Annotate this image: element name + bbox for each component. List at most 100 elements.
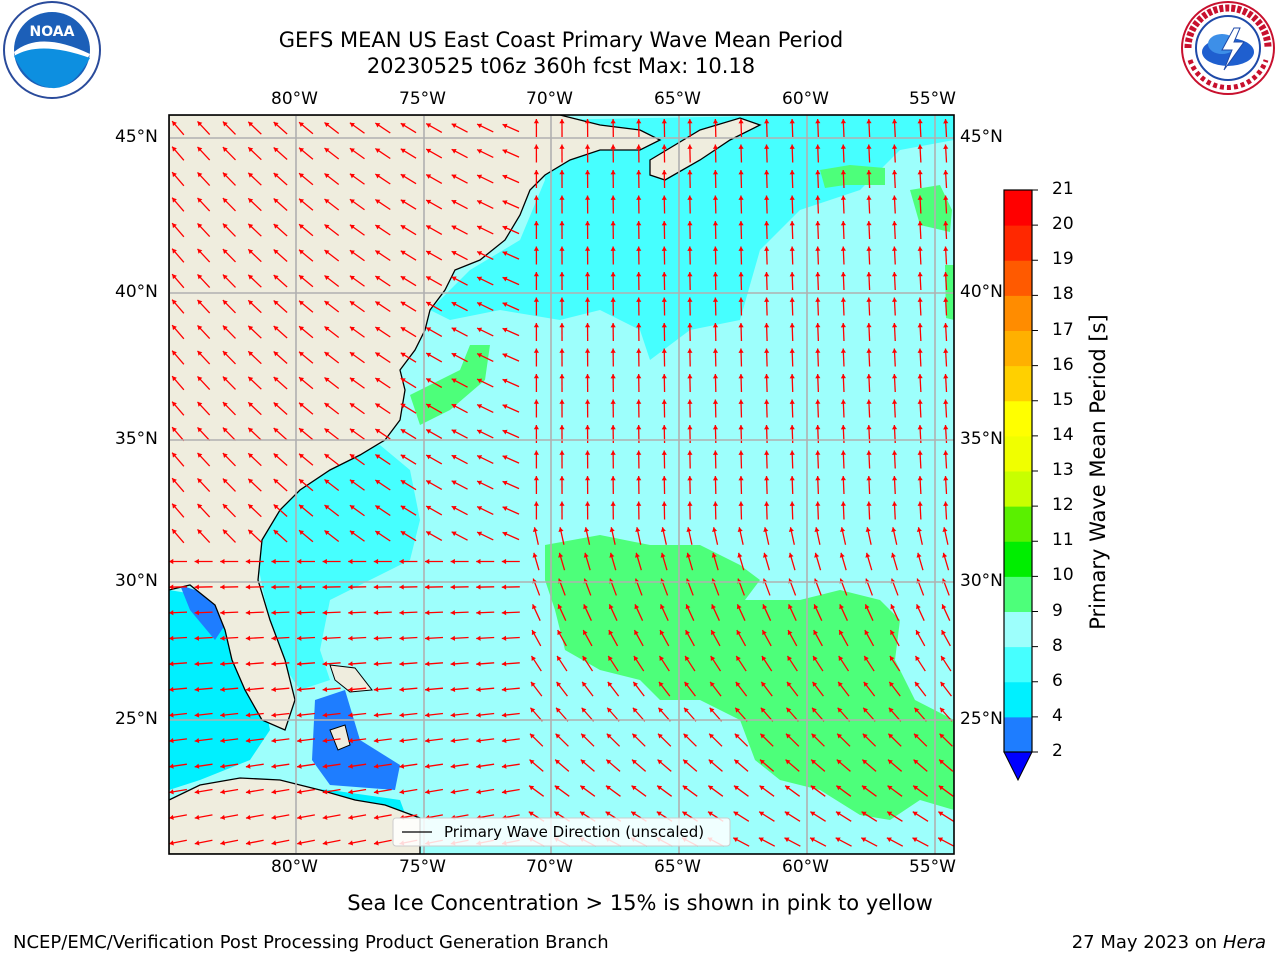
lon-label-bottom-80w: 80°W bbox=[271, 857, 318, 877]
wave-arrow-head bbox=[861, 811, 867, 817]
wave-arrow-head bbox=[375, 454, 381, 460]
wave-arrow-head bbox=[763, 527, 769, 532]
wave-arrow-head bbox=[271, 712, 276, 718]
wave-arrow-head bbox=[815, 246, 821, 251]
wave-arrow-head bbox=[501, 584, 507, 590]
wave-arrow-head bbox=[840, 323, 846, 328]
wave-arrow-head bbox=[222, 478, 228, 484]
wave-arrow-head bbox=[425, 610, 430, 616]
noaa-logo-icon: NOAA bbox=[3, 1, 101, 99]
wave-arrow-head bbox=[634, 630, 639, 636]
wave-arrow-head bbox=[426, 454, 432, 460]
wave-arrow-head bbox=[657, 785, 663, 791]
wave-arrow-head bbox=[636, 272, 642, 277]
wave-arrow-head bbox=[220, 738, 225, 744]
wave-arrow-head bbox=[425, 738, 430, 744]
wave-arrow-head bbox=[636, 425, 642, 430]
wave-arrow-head bbox=[584, 323, 591, 328]
wave-arrow-head bbox=[299, 428, 305, 433]
wave-arrow-head bbox=[941, 630, 946, 636]
wave-arrow-head bbox=[476, 763, 481, 769]
colorbar-tick-label: 15 bbox=[1052, 389, 1074, 410]
wave-arrow-head bbox=[661, 246, 667, 251]
wave-arrow-head bbox=[631, 759, 637, 765]
wave-arrow-head bbox=[761, 655, 767, 661]
wave-arrow-head bbox=[941, 604, 947, 610]
wave-arrow-head bbox=[866, 323, 872, 328]
wave-arrow-head bbox=[712, 170, 719, 175]
land-cuba bbox=[169, 777, 421, 854]
wave-arrow-head bbox=[400, 480, 406, 485]
colorbar-tick-label: 16 bbox=[1052, 354, 1074, 375]
wave-arrow-head bbox=[273, 402, 279, 408]
wave-arrow-head bbox=[760, 707, 766, 713]
wave-arrow-head bbox=[912, 811, 918, 817]
wave-arrow-head bbox=[399, 635, 404, 641]
wave-arrow-head bbox=[657, 759, 663, 765]
wave-arrow-head bbox=[555, 733, 561, 739]
colorbar-tick-label: 13 bbox=[1052, 460, 1074, 480]
wave-arrow-head bbox=[943, 399, 949, 404]
wave-arrow-head bbox=[373, 635, 379, 641]
wave-arrow-head bbox=[222, 427, 228, 433]
wave-arrow-head bbox=[789, 348, 795, 353]
wave-arrow-head bbox=[324, 505, 330, 510]
wave-arrow-head bbox=[862, 759, 868, 765]
wave-arrow-head bbox=[273, 300, 279, 306]
wave-arrow-head bbox=[708, 785, 714, 791]
wave-arrow-head bbox=[838, 681, 843, 687]
wave-arrow-head bbox=[426, 378, 432, 383]
wave-arrow-head bbox=[708, 759, 714, 765]
wave-arrow-head bbox=[866, 374, 872, 379]
wave-arrow-head bbox=[738, 170, 744, 175]
wave-arrow-head bbox=[502, 531, 508, 537]
wave-arrow-head bbox=[760, 733, 766, 739]
wave-arrow-head bbox=[887, 785, 893, 791]
wave-arrow-head bbox=[584, 527, 590, 532]
lon-label-top-60w: 60°W bbox=[782, 89, 829, 109]
wave-arrow-head bbox=[349, 505, 355, 510]
wave-arrow-head bbox=[399, 712, 404, 718]
wave-arrow-head bbox=[938, 811, 944, 817]
wave-arrow-head bbox=[297, 610, 302, 616]
wave-arrow-head bbox=[273, 530, 279, 535]
wave-arrow-head bbox=[169, 686, 174, 693]
wave-arrow-head bbox=[297, 814, 302, 820]
wave-arrow-head bbox=[584, 297, 591, 302]
wave-arrow-head bbox=[172, 529, 177, 535]
wave-arrow-head bbox=[273, 198, 279, 204]
wave-arrow-head bbox=[610, 119, 616, 124]
wave-arrow-head bbox=[610, 450, 616, 455]
wave-arrow-head bbox=[502, 506, 508, 511]
wave-arrow-head bbox=[400, 199, 406, 205]
wave-arrow-head bbox=[583, 552, 589, 558]
wave-arrow-head bbox=[736, 630, 742, 636]
wave-arrow-head bbox=[299, 300, 305, 306]
lon-label-bottom-65w: 65°W bbox=[654, 857, 701, 877]
wave-arrow-head bbox=[559, 144, 565, 149]
wave-arrow-head bbox=[888, 707, 894, 713]
wave-arrow-head bbox=[584, 476, 591, 481]
wave-arrow-head bbox=[789, 501, 795, 506]
wave-arrow-head bbox=[220, 763, 225, 769]
wave-arrow-head bbox=[610, 170, 616, 175]
wave-arrow-head bbox=[450, 635, 456, 641]
wave-arrow-head bbox=[528, 811, 534, 817]
wave-arrow-head bbox=[425, 635, 430, 641]
wave-arrow-head bbox=[685, 630, 690, 636]
wave-arrow-head bbox=[891, 144, 898, 149]
wave-arrow-head bbox=[400, 327, 406, 332]
wave-arrow-head bbox=[917, 221, 923, 226]
wave-arrow-head bbox=[917, 399, 923, 404]
wave-arrow-head bbox=[273, 326, 279, 331]
wave-arrow-head bbox=[322, 635, 328, 641]
wave-arrow-head bbox=[917, 297, 923, 302]
wave-arrow-head bbox=[245, 840, 251, 846]
wave-arrow-head bbox=[687, 119, 693, 124]
wave-arrow-head bbox=[248, 427, 254, 433]
wave-arrow-head bbox=[299, 198, 305, 204]
wave-arrow-head bbox=[322, 584, 327, 590]
wave-arrow-head bbox=[245, 661, 251, 667]
wave-arrow-head bbox=[297, 763, 302, 769]
wave-arrow-head bbox=[399, 661, 404, 667]
